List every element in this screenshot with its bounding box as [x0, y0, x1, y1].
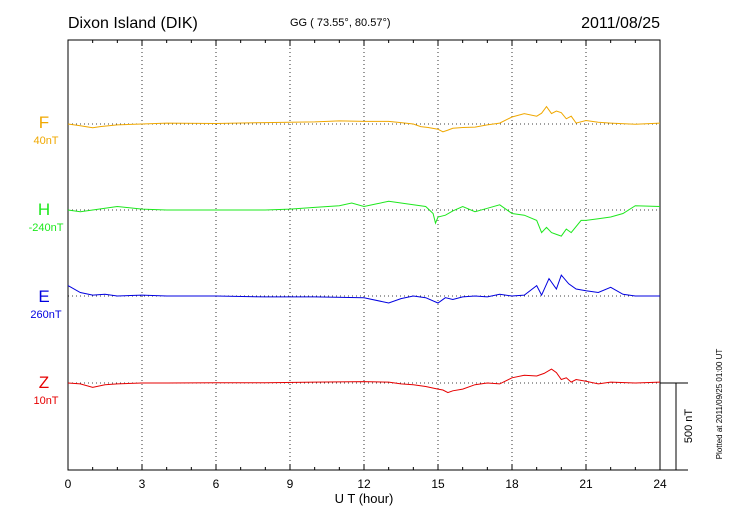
- series-line-h: [67, 200, 661, 237]
- scale-bar-label: 500 nT: [683, 409, 695, 444]
- series-baseline-label-h: -240nT: [29, 222, 64, 234]
- x-tick-label: 15: [431, 477, 445, 491]
- series-line-e: [67, 274, 660, 304]
- plotted-at-note: Plotted at 2011/09/25 01:00 UT: [715, 349, 724, 460]
- x-tick-label: 6: [213, 477, 220, 491]
- x-tick-label: 21: [579, 477, 593, 491]
- series-baseline-label-z: 10nT: [33, 395, 58, 407]
- series-name-f: F: [39, 113, 49, 132]
- baselines: [68, 123, 660, 384]
- date-label: 2011/08/25: [581, 15, 660, 32]
- x-tick-label: 12: [357, 477, 371, 491]
- x-axis-ticks: 0 3 6 9 12 15 18 21 24: [65, 40, 667, 491]
- x-tick-label: 9: [287, 477, 294, 491]
- grid: [141, 40, 587, 470]
- coordinates-label: GG ( 73.55°, 80.57°): [290, 17, 391, 29]
- series-name-h: H: [38, 200, 50, 219]
- x-tick-label: 0: [65, 477, 72, 491]
- station-title: Dixon Island (DIK): [68, 15, 198, 32]
- series-line-z: [67, 368, 661, 394]
- scale-bar: 500 nT: [660, 382, 695, 471]
- x-tick-label: 3: [139, 477, 146, 491]
- x-tick-label: 24: [653, 477, 667, 491]
- series-name-z: Z: [39, 373, 49, 392]
- series-baseline-label-f: 40nT: [33, 135, 58, 147]
- series-labels: F 40nT H -240nT E 260nT Z 10nT: [29, 113, 64, 407]
- series-lines: [67, 105, 661, 394]
- series-line-f: [67, 105, 661, 133]
- x-axis-label: U T (hour): [335, 491, 394, 506]
- x-tick-label: 18: [505, 477, 519, 491]
- series-name-e: E: [38, 287, 49, 306]
- series-baseline-label-e: 260nT: [30, 309, 61, 321]
